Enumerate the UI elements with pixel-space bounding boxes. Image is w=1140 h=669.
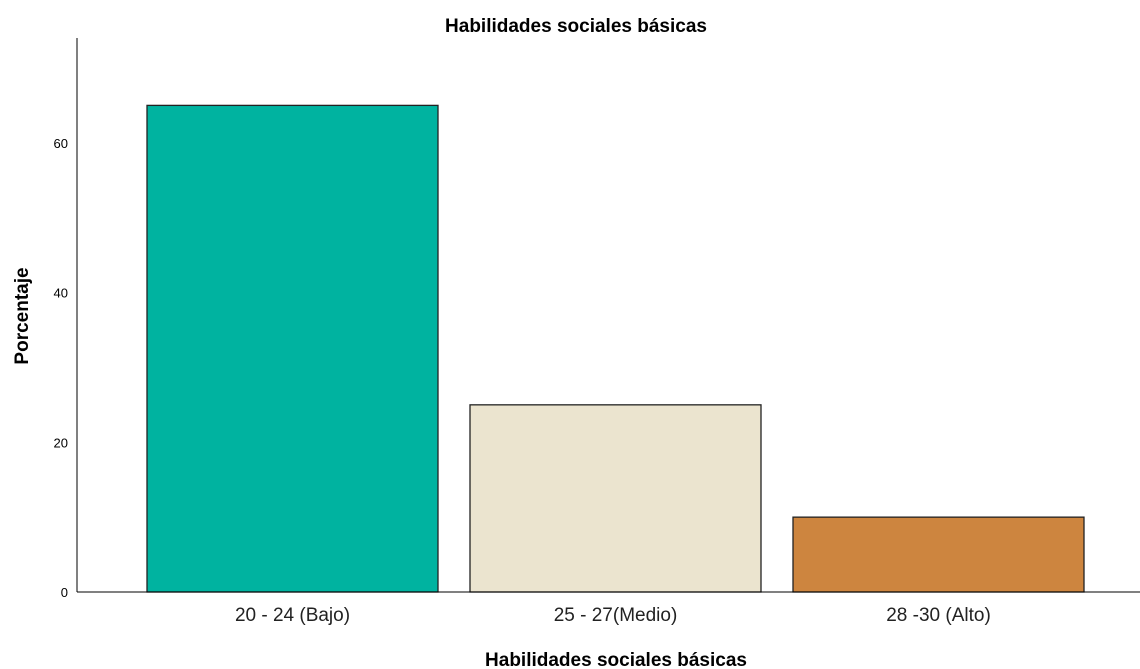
y-tick-label: 40 [54,286,68,301]
x-axis-ticks: 20 - 24 (Bajo) 25 - 27(Medio) 28 -30 (Alto… [235,605,991,626]
x-axis-label: Habilidades sociales básicas [485,650,747,669]
x-tick-label: 25 - 27(Medio) [554,605,678,626]
bars [146,104,1085,593]
bar-0 [146,104,439,593]
chart-title: Habilidades sociales básicas [445,16,707,37]
x-tick-label: 20 - 24 (Bajo) [235,605,350,626]
y-tick-label: 60 [54,136,68,151]
y-tick-label: 20 [54,435,68,450]
y-axis-ticks: 0 20 40 60 [54,136,68,600]
y-axis-label: Porcentaje [12,267,33,364]
x-tick-label: 28 -30 (Alto) [886,605,991,626]
bar-2 [792,516,1085,593]
bar-1 [469,404,762,593]
y-tick-label: 0 [61,585,68,600]
